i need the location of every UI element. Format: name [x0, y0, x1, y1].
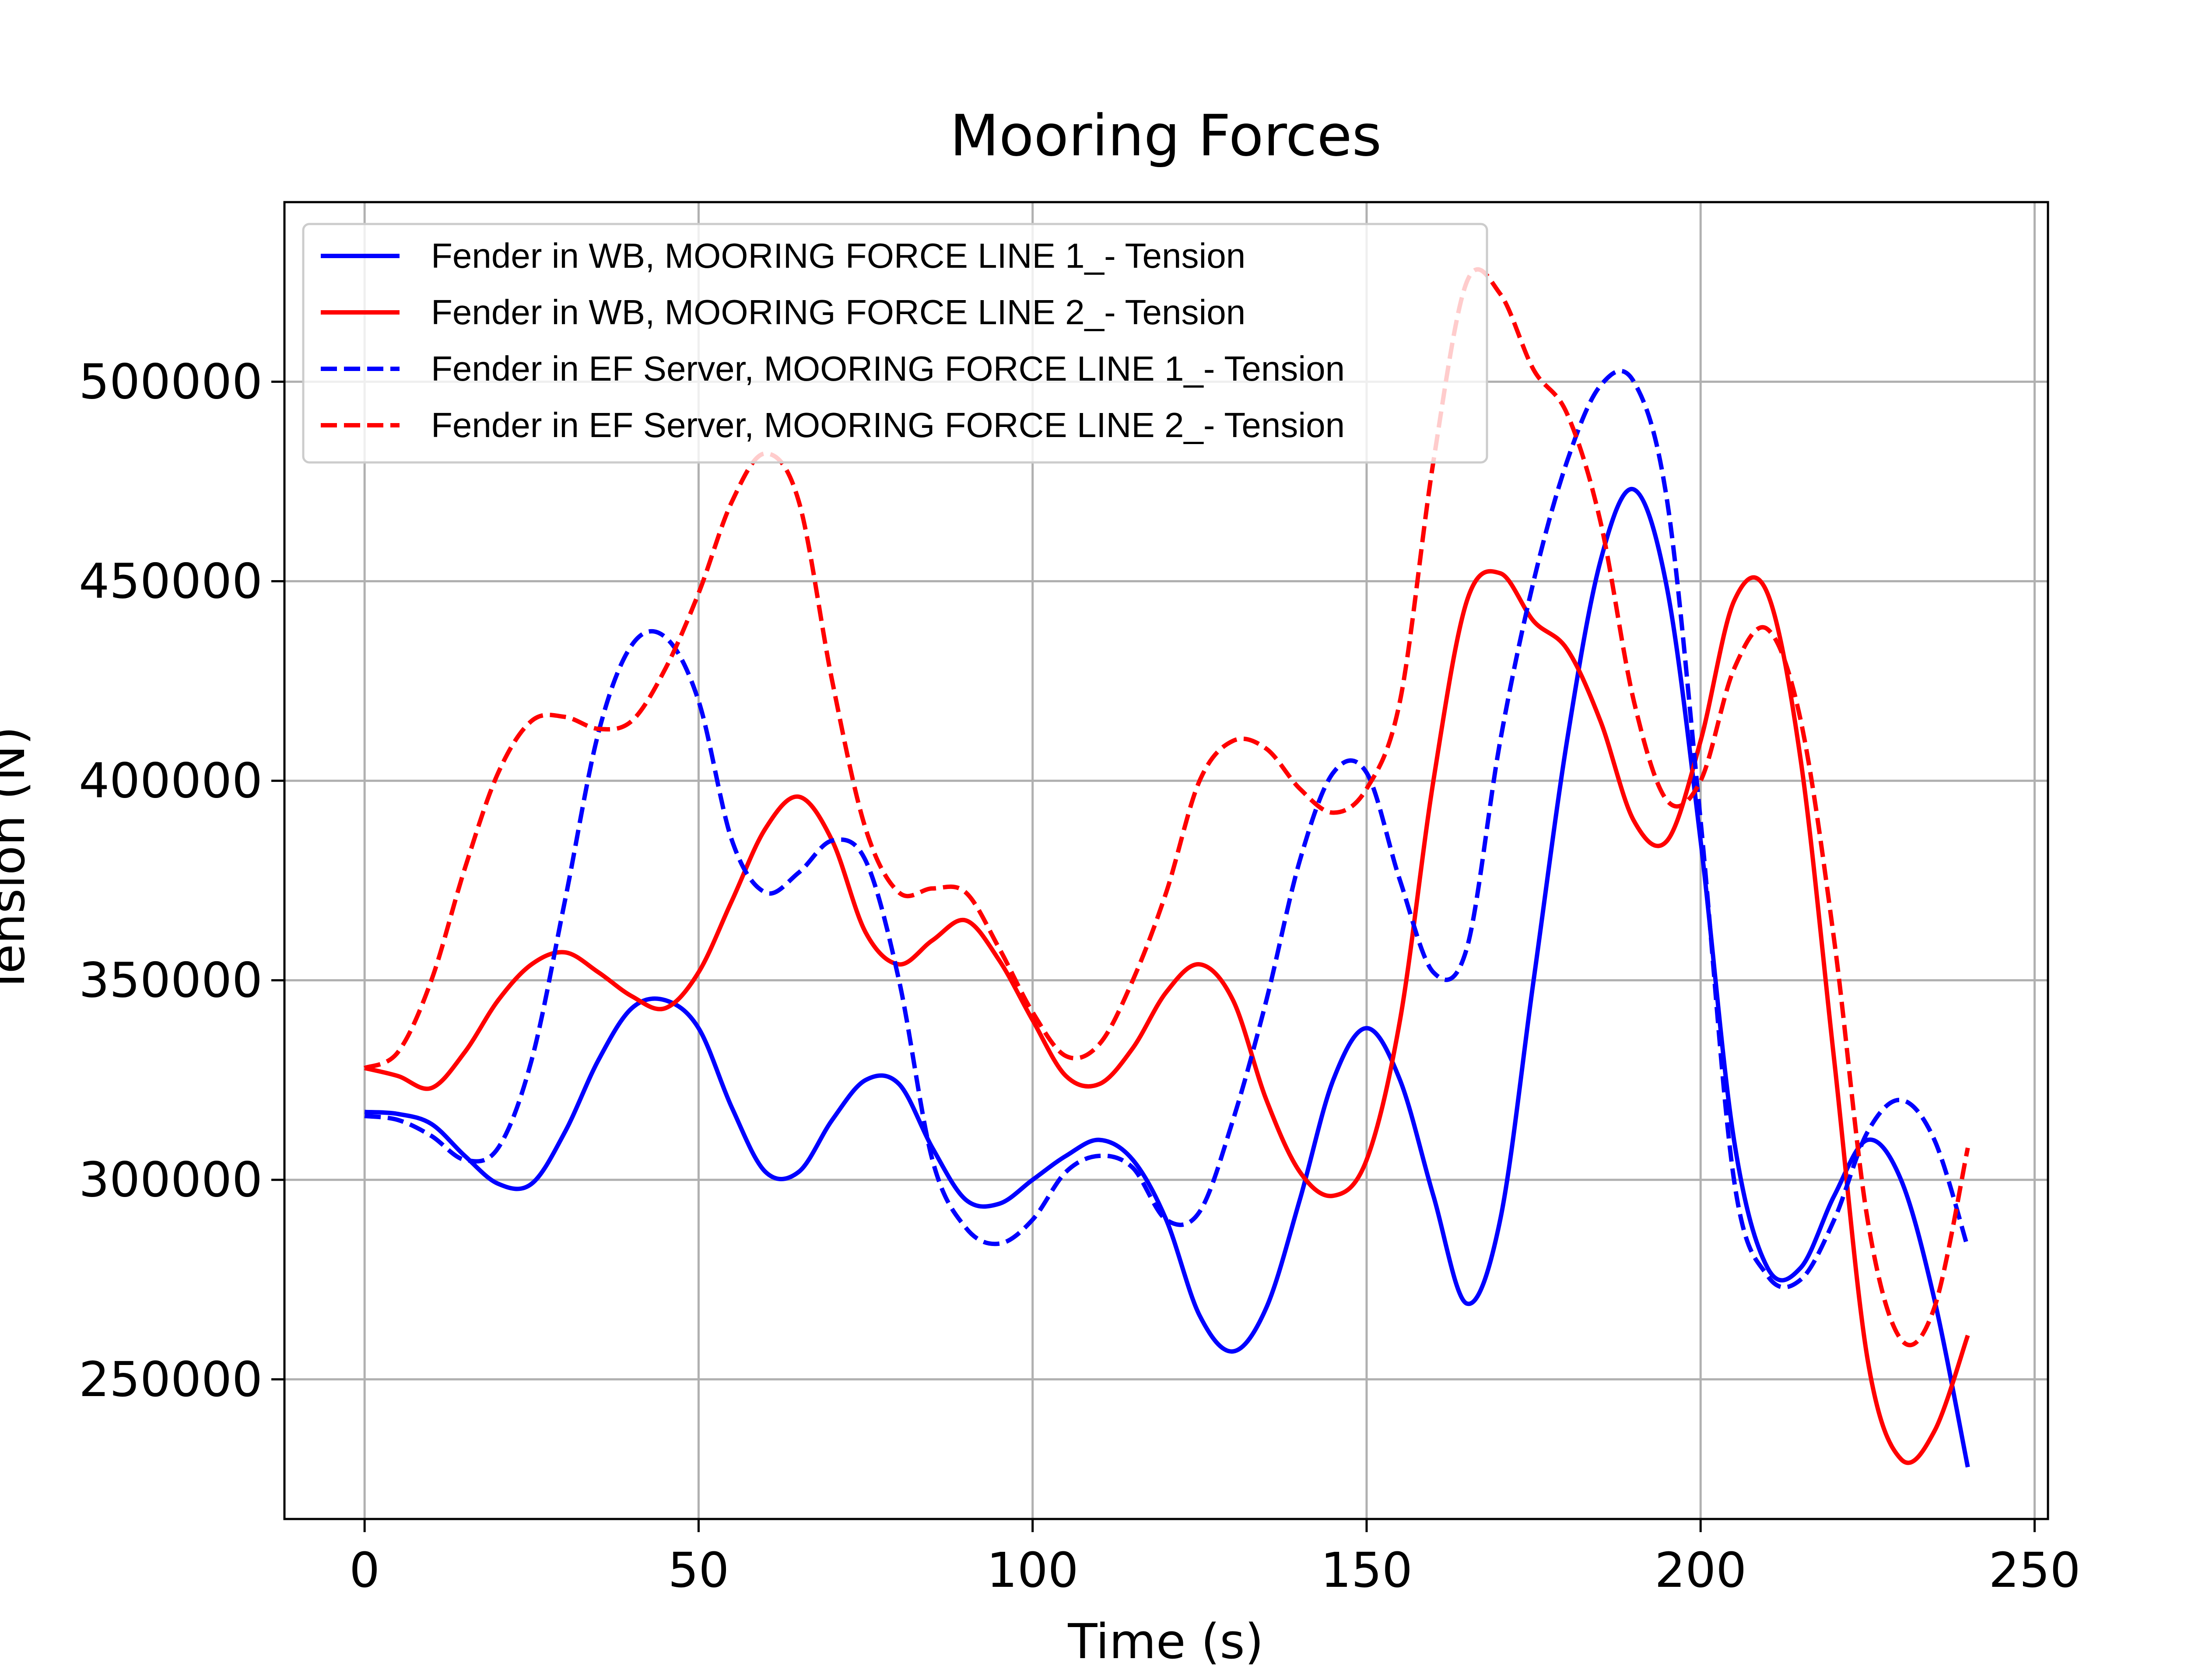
legend: Fender in WB, MOORING FORCE LINE 1_- Ten…	[302, 223, 1488, 464]
series-wb-line-1	[364, 486, 1970, 1468]
x-tick-label: 250	[1988, 1542, 2080, 1598]
x-tick-label: 0	[349, 1542, 380, 1598]
data-series	[364, 267, 1970, 1468]
legend-label: Fender in EF Server, MOORING FORCE LINE …	[431, 349, 1345, 388]
series-ef-server-line-2	[364, 267, 1970, 1348]
x-axis-label: Time (s)	[1067, 1614, 1263, 1670]
legend-label: Fender in WB, MOORING FORCE LINE 1_- Ten…	[431, 236, 1245, 275]
x-tick-label: 100	[987, 1542, 1079, 1598]
series-ef-server-line-1	[364, 368, 1970, 1290]
legend-label: Fender in WB, MOORING FORCE LINE 2_- Ten…	[431, 293, 1245, 332]
y-tick-label: 500000	[79, 354, 263, 410]
y-tick-label: 250000	[79, 1351, 263, 1407]
legend-box	[302, 223, 1488, 464]
y-axis-label: Tension (N)	[0, 726, 35, 995]
x-tick-label: 150	[1321, 1542, 1413, 1598]
x-tick-label: 200	[1655, 1542, 1746, 1598]
series-wb-line-2	[364, 569, 1970, 1465]
y-tick-label: 300000	[79, 1152, 263, 1208]
legend-label: Fender in EF Server, MOORING FORCE LINE …	[431, 406, 1345, 444]
x-tick-label: 50	[668, 1542, 729, 1598]
y-tick-label: 350000	[79, 952, 263, 1008]
y-tick-label: 450000	[79, 553, 263, 609]
plot-frame	[283, 201, 2049, 1520]
y-tick-label: 400000	[79, 753, 263, 809]
x-axis-ticks: 0 50 100 150 200 250	[349, 1519, 2080, 1598]
chart-title: Mooring Forces	[950, 102, 1382, 169]
y-axis-ticks: 250000 300000 350000 400000 450000 500000	[79, 354, 284, 1407]
